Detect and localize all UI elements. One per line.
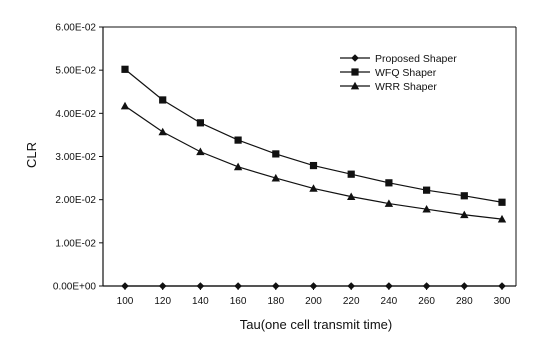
- x-tick-label: 140: [192, 296, 209, 307]
- point-marker-triangle: [196, 147, 205, 156]
- x-tick-label: 160: [230, 296, 247, 307]
- point-marker-diamond: [196, 282, 205, 290]
- legend-label: WFQ Shaper: [375, 67, 437, 79]
- chart-axes: [102, 26, 517, 287]
- series-line: [124, 68, 503, 203]
- legend: Proposed Shaper WFQ Shaper WRR Shaper: [340, 53, 457, 93]
- x-tick-label: 200: [305, 296, 322, 307]
- legend-item: WRR Shaper: [340, 81, 437, 93]
- x-tick-label: 240: [381, 296, 398, 307]
- y-tick-label: 0.00E+00: [53, 282, 97, 293]
- point-marker-square: [460, 192, 468, 200]
- legend-label: Proposed Shaper: [375, 53, 457, 65]
- point-marker-triangle: [233, 162, 243, 171]
- point-marker-diamond: [158, 282, 167, 290]
- point-marker-square: [234, 136, 242, 144]
- point-marker-diamond: [234, 282, 242, 290]
- point-marker-triangle: [422, 204, 431, 213]
- point-marker-diamond: [385, 282, 393, 290]
- legend-item: WFQ Shaper: [340, 67, 437, 79]
- point-marker-square: [272, 150, 280, 158]
- point-marker-square: [159, 96, 167, 104]
- point-marker-triangle: [158, 127, 167, 136]
- legend-label: WRR Shaper: [375, 81, 437, 93]
- y-axis-label: CLR: [24, 142, 39, 168]
- point-marker-square: [309, 161, 318, 170]
- y-tick-label: 3.00E-02: [55, 152, 96, 163]
- series-square: [121, 65, 506, 206]
- point-marker-square: [196, 119, 204, 127]
- legend-item: Proposed Shaper: [340, 53, 457, 65]
- point-marker-diamond: [351, 54, 359, 62]
- x-axis-label: Tau(one cell transmit time): [240, 317, 392, 332]
- y-tick-label: 6.00E-02: [55, 23, 96, 34]
- point-marker-diamond: [272, 282, 280, 290]
- y-tick-label: 4.00E-02: [55, 109, 96, 120]
- point-marker-square: [121, 65, 129, 73]
- point-marker-square: [498, 198, 506, 206]
- point-marker-diamond: [498, 282, 506, 290]
- x-tick-label: 120: [154, 296, 171, 307]
- point-marker-square: [423, 186, 431, 194]
- x-tick-label: 260: [418, 296, 435, 307]
- x-tick-label: 280: [456, 296, 473, 307]
- y-tick-label: 5.00E-02: [55, 66, 96, 77]
- point-marker-diamond: [460, 282, 469, 290]
- series-diamond: [121, 282, 506, 290]
- point-marker-triangle: [350, 81, 360, 90]
- x-tick-label: 300: [494, 296, 511, 307]
- point-marker-diamond: [121, 282, 129, 290]
- point-marker-triangle: [309, 184, 318, 192]
- point-marker-triangle: [271, 173, 280, 182]
- y-tick-label: 2.00E-02: [55, 195, 96, 206]
- x-tick-label: 220: [343, 296, 360, 307]
- point-marker-triangle: [347, 192, 356, 201]
- point-marker-square: [385, 179, 393, 187]
- series-triangle: [120, 101, 507, 223]
- x-tick-label: 180: [267, 296, 284, 307]
- point-marker-triangle: [460, 210, 469, 219]
- point-marker-square: [351, 68, 359, 76]
- chart-series: [120, 65, 507, 290]
- y-axis-ticks: 0.00E+00 1.00E-02 2.00E-02 3.00E-02 4.00E-02…: [53, 23, 103, 293]
- x-tick-label: 100: [117, 296, 134, 307]
- point-marker-diamond: [347, 282, 355, 290]
- point-marker-triangle: [384, 199, 394, 207]
- point-marker-triangle: [497, 214, 507, 223]
- point-marker-diamond: [422, 282, 431, 290]
- point-marker-diamond: [309, 282, 318, 290]
- point-marker-triangle: [120, 101, 130, 110]
- point-marker-square: [347, 170, 355, 178]
- y-tick-label: 1.00E-02: [55, 238, 96, 249]
